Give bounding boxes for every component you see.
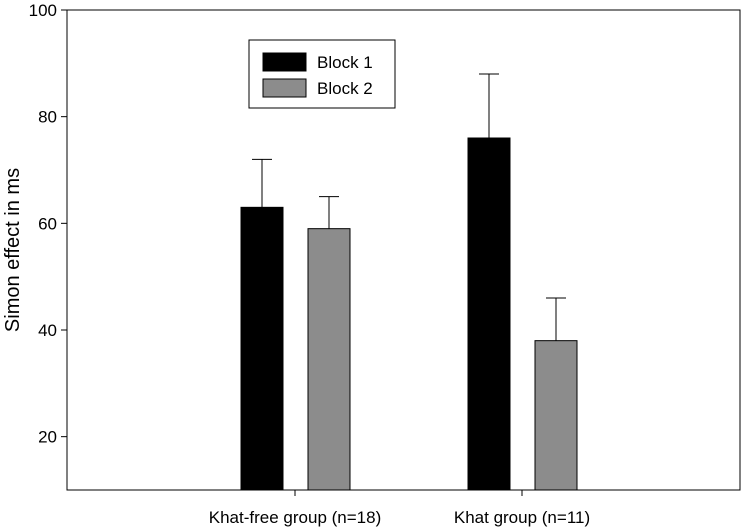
- y-axis-ticks: 20 40 60 80 100: [29, 1, 67, 447]
- legend-label-block-1: Block 1: [317, 53, 373, 72]
- x-tick-label-khat-group-n-11: Khat group (n=11): [454, 508, 590, 527]
- x-tick-label-khat-free-group-n-18: Khat-free group (n=18): [209, 508, 381, 527]
- bar-block-2-khat-free-group-n-18: [307, 228, 351, 491]
- y-tick-label-60: 60: [38, 214, 57, 233]
- plot-frame: [66, 9, 741, 491]
- bar-block-1-khat-free-group-n-18: [240, 206, 284, 491]
- error-bars: [252, 73, 566, 341]
- bars: [240, 137, 578, 491]
- legend: Block 1 Block 2: [248, 39, 396, 109]
- legend-swatch-block-1: [262, 52, 307, 72]
- bar-block-1-khat-group-n-11: [467, 137, 511, 491]
- x-axis-labels: Khat-free group (n=18) Khat group (n=11): [209, 490, 590, 527]
- y-tick-label-40: 40: [38, 321, 57, 340]
- y-axis-title: Simon effect in ms: [2, 168, 24, 332]
- legend-swatch-block-2: [262, 78, 307, 98]
- y-tick-label-100: 100: [29, 1, 57, 20]
- legend-label-block-2: Block 2: [317, 79, 373, 98]
- y-tick-label-20: 20: [38, 428, 57, 447]
- y-tick-label-80: 80: [38, 108, 57, 127]
- bar-block-2-khat-group-n-11: [534, 340, 578, 491]
